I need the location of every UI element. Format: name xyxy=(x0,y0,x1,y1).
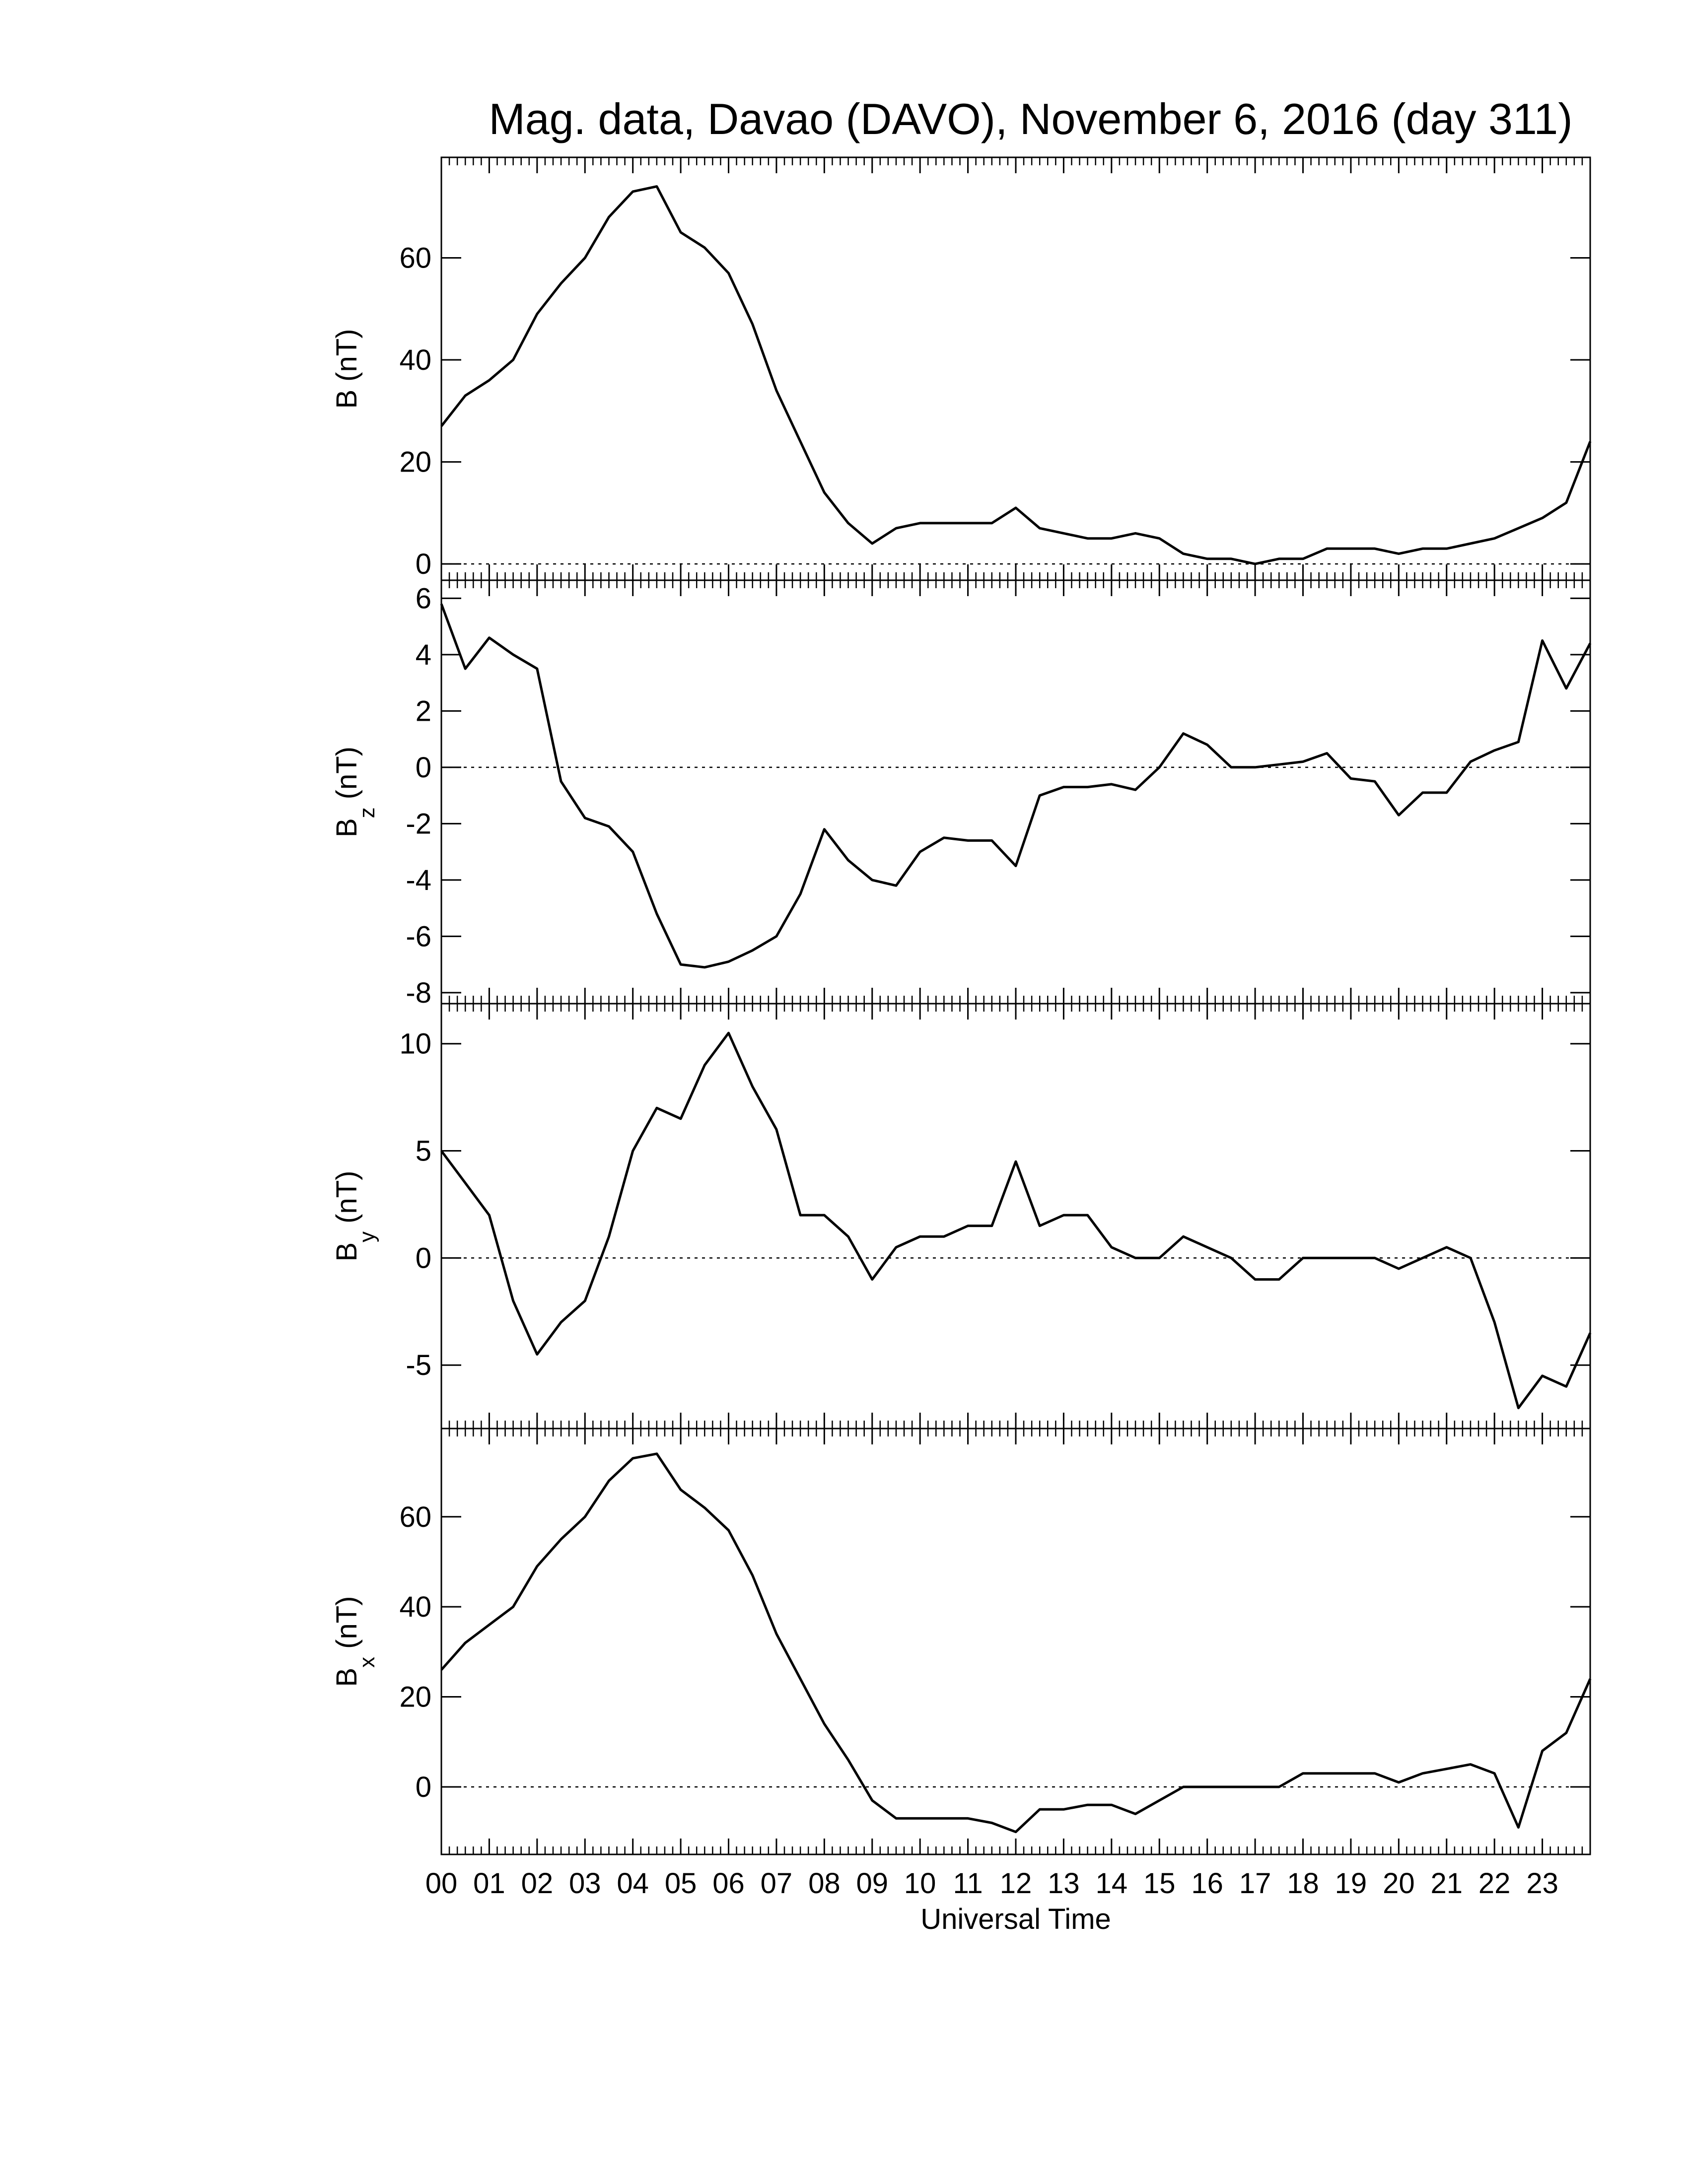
x-tick-label: 15 xyxy=(1143,1867,1176,1900)
x-tick-label: 01 xyxy=(473,1867,505,1900)
data-line xyxy=(440,1031,1592,1410)
x-tick-label: 09 xyxy=(856,1867,888,1900)
x-tick-label: 16 xyxy=(1191,1867,1223,1900)
y-tick-label: 0 xyxy=(416,548,431,580)
y-label-unit: (nT) xyxy=(331,1170,363,1223)
y-tick-label: 10 xyxy=(399,1028,431,1060)
y-tick-label: 40 xyxy=(399,1591,431,1623)
y-label-subscript: y xyxy=(355,1231,379,1242)
x-tick-label: 06 xyxy=(712,1867,745,1900)
y-tick-label: 20 xyxy=(399,446,431,478)
chart-title: Mag. data, Davao (DAVO), November 6, 201… xyxy=(489,94,1572,143)
y-tick-label: 0 xyxy=(416,751,431,784)
x-tick-label: 12 xyxy=(1000,1867,1032,1900)
x-tick-label: 10 xyxy=(904,1867,936,1900)
y-tick-label: -6 xyxy=(406,920,431,953)
x-tick-label: 04 xyxy=(617,1867,649,1900)
y-tick-label: -8 xyxy=(406,977,431,1009)
data-line xyxy=(440,1452,1592,1834)
x-tick-label: 05 xyxy=(665,1867,697,1900)
plot-frame xyxy=(440,1428,1591,1855)
y-label-unit: (nT) xyxy=(331,1596,363,1648)
y-label-symbol: B xyxy=(331,1668,363,1687)
y-axis-label: By (nT) xyxy=(331,1170,379,1261)
x-tick-label: 11 xyxy=(953,1867,983,1900)
data-line xyxy=(440,603,1592,969)
y-label-subscript: z xyxy=(355,807,379,818)
y-tick-label: -4 xyxy=(406,864,431,896)
y-tick-label: 5 xyxy=(416,1135,431,1167)
data-line xyxy=(440,185,1592,565)
y-label-unit: (nT) xyxy=(331,329,363,381)
y-tick-label: 0 xyxy=(416,1771,431,1803)
y-tick-label: -5 xyxy=(406,1349,431,1381)
plot-frame xyxy=(440,579,1591,1005)
x-tick-label: 23 xyxy=(1526,1867,1558,1900)
y-label-unit: (nT) xyxy=(331,747,363,799)
x-tick-label: 20 xyxy=(1383,1867,1415,1900)
y-axis-label: Bx (nT) xyxy=(331,1596,379,1687)
y-label-symbol: B xyxy=(331,390,363,409)
x-tick-label: 03 xyxy=(569,1867,601,1900)
y-tick-label: 0 xyxy=(416,1242,431,1274)
x-tick-label: 08 xyxy=(808,1867,841,1900)
x-tick-label: 18 xyxy=(1287,1867,1319,1900)
y-tick-label: 60 xyxy=(399,242,431,274)
x-axis-label: Universal Time xyxy=(920,1903,1111,1935)
x-tick-label: 13 xyxy=(1048,1867,1080,1900)
y-tick-label: 2 xyxy=(416,695,431,727)
y-axis-label: Bz (nT) xyxy=(331,747,379,837)
y-label-symbol: B xyxy=(331,818,363,837)
y-tick-label: 60 xyxy=(399,1501,431,1533)
plot-frame xyxy=(440,156,1591,581)
x-tick-label: 17 xyxy=(1239,1867,1271,1900)
y-axis-label: B (nT) xyxy=(331,329,363,409)
x-tick-label: 21 xyxy=(1430,1867,1463,1900)
y-tick-label: -2 xyxy=(406,808,431,840)
y-label-subscript: x xyxy=(355,1657,379,1668)
x-tick-label: 22 xyxy=(1478,1867,1511,1900)
x-tick-label: 19 xyxy=(1335,1867,1367,1900)
y-tick-label: 4 xyxy=(416,639,431,671)
y-tick-label: 6 xyxy=(416,582,431,614)
x-tick-label: 07 xyxy=(761,1867,793,1900)
x-tick-label: 00 xyxy=(425,1867,458,1900)
y-label-symbol: B xyxy=(331,1242,363,1262)
y-tick-label: 20 xyxy=(399,1681,431,1713)
x-tick-label: 02 xyxy=(521,1867,554,1900)
x-tick-label: 14 xyxy=(1096,1867,1128,1900)
y-tick-label: 40 xyxy=(399,344,431,376)
